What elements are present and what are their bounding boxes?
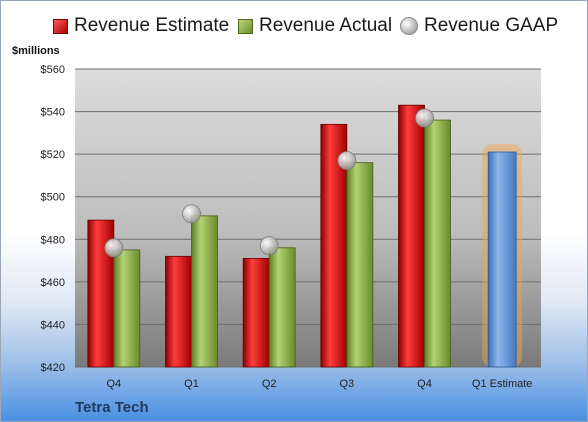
plot-area <box>75 69 541 367</box>
x-tick-label: Q1 <box>184 378 199 390</box>
marker-revenue-gaap <box>259 236 279 256</box>
bar-revenue-actual <box>268 247 296 368</box>
gaap-marker-icon <box>400 17 418 35</box>
bar-revenue-actual <box>113 249 141 368</box>
y-tick-label: $520 <box>41 149 65 161</box>
legend-label-estimate: Revenue Estimate <box>74 15 230 36</box>
y-tick-label: $440 <box>41 319 65 331</box>
x-tick-label: Q3 <box>339 378 354 390</box>
y-tick-label: $500 <box>41 192 65 204</box>
y-axis-ticks: $420 $440 $460 $480 $500 $520 $540 $560 <box>41 64 65 374</box>
bar-revenue-estimate <box>165 255 192 368</box>
y-tick-label: $420 <box>41 362 65 374</box>
actual-swatch-icon <box>238 18 253 34</box>
bar-revenue-actual <box>346 162 374 368</box>
y-axis-unit-label: $millions <box>12 45 60 57</box>
gaap-markers <box>104 108 434 258</box>
marker-revenue-gaap <box>337 151 357 170</box>
y-tick-label: $560 <box>41 64 65 76</box>
legend: Revenue Estimate Revenue Actual Revenue … <box>1 15 587 43</box>
x-axis-categories: Q4 Q1 Q2 Q3 Q4 Q1 Estimate <box>106 378 532 390</box>
bar-q1-estimate <box>487 151 517 368</box>
marker-revenue-gaap <box>182 204 201 224</box>
x-tick-label: Q4 <box>106 378 121 390</box>
legend-item-actual: Revenue Actual <box>238 15 392 37</box>
y-tick-label: $540 <box>41 107 65 119</box>
legend-label-gaap: Revenue GAAP <box>424 15 559 36</box>
company-name: Tetra Tech <box>75 399 149 416</box>
y-tick-label: $480 <box>41 234 65 246</box>
marker-revenue-gaap <box>104 238 124 258</box>
legend-label-actual: Revenue Actual <box>259 15 393 36</box>
estimate-swatch-icon <box>53 18 68 34</box>
bar-revenue-actual <box>424 119 451 368</box>
x-tick-label: Q2 <box>262 378 277 390</box>
gridlines <box>75 68 541 368</box>
bar-revenue-actual <box>191 215 218 368</box>
bar-revenue-estimate <box>398 104 425 368</box>
y-tick-label: $460 <box>41 277 65 289</box>
legend-item-estimate: Revenue Estimate <box>53 15 229 37</box>
bar-revenue-estimate <box>242 258 270 368</box>
bars <box>87 104 523 368</box>
x-tick-label: Q4 <box>417 378 432 390</box>
x-tick-label: Q1 Estimate <box>472 378 533 390</box>
marker-revenue-gaap <box>415 108 434 128</box>
legend-item-gaap: Revenue GAAP <box>400 15 558 37</box>
